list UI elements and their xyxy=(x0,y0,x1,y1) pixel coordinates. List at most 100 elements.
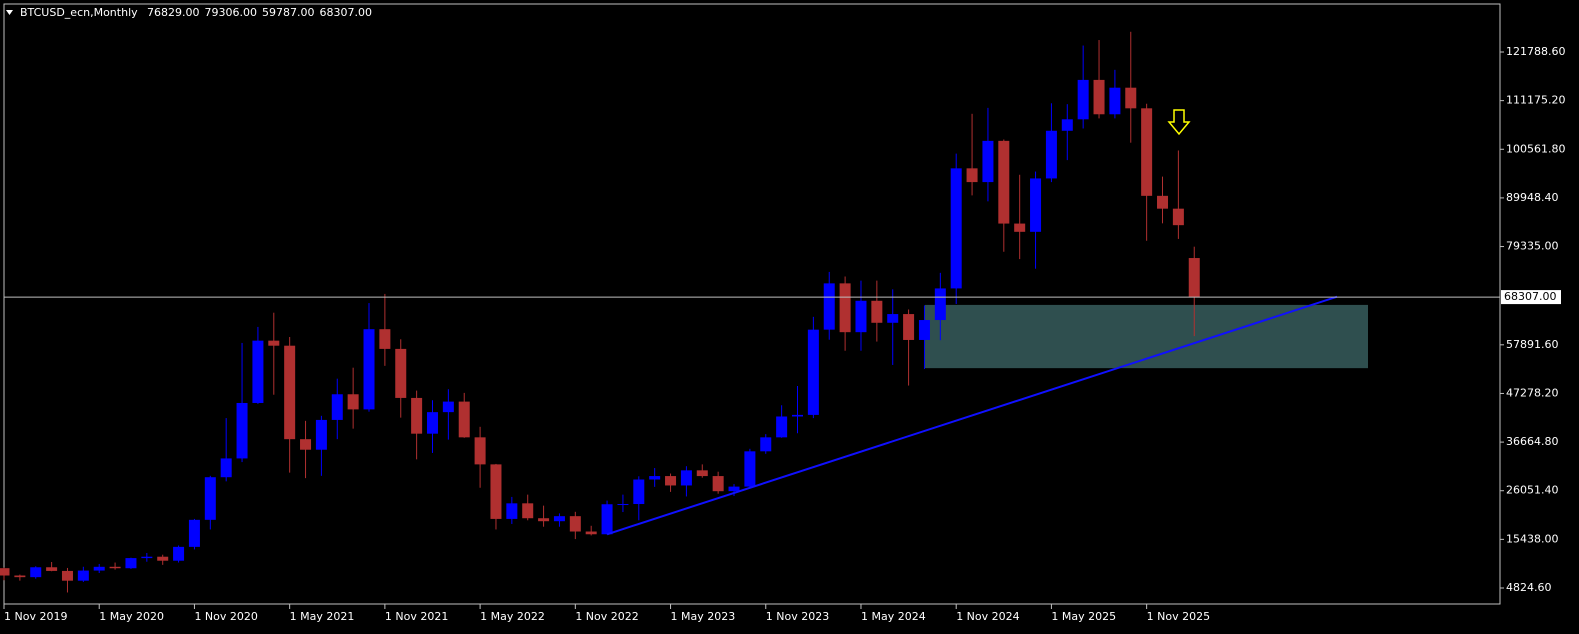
candle-body xyxy=(792,414,803,417)
x-tick-label: 1 May 2020 xyxy=(99,610,164,623)
x-tick-label: 1 May 2024 xyxy=(861,610,926,623)
price-label-box xyxy=(1501,290,1561,305)
candle-body xyxy=(474,437,486,465)
candle-body xyxy=(617,504,629,506)
x-tick-label: 1 May 2022 xyxy=(480,610,545,623)
x-tick-label: 1 Nov 2022 xyxy=(575,610,638,623)
price-label: 68307.00 xyxy=(1504,290,1557,303)
candle-body xyxy=(1077,79,1089,120)
candle-body xyxy=(966,168,978,183)
y-tick-label: 57891.60 xyxy=(1506,338,1559,351)
y-tick-label: 89948.40 xyxy=(1506,191,1559,204)
candle-body xyxy=(1172,208,1184,226)
candle-body xyxy=(538,518,550,522)
candle-body xyxy=(1061,119,1073,131)
ohlc-value: 68307.00 xyxy=(320,6,373,19)
y-tick-label: 47278.20 xyxy=(1506,386,1559,399)
candle-body xyxy=(109,566,121,569)
x-tick-label: 1 May 2021 xyxy=(290,610,355,623)
candle-body xyxy=(665,476,677,486)
candle-body xyxy=(1045,130,1057,179)
x-tick-label: 1 May 2025 xyxy=(1051,610,1116,623)
candle-body xyxy=(712,476,724,492)
candle-body xyxy=(220,458,232,478)
candle-body xyxy=(61,570,73,581)
down-arrow xyxy=(1167,109,1191,136)
candle-body xyxy=(934,288,946,321)
candle-body xyxy=(1093,79,1105,115)
candle-body xyxy=(490,464,502,519)
y-tick-label: 15438.00 xyxy=(1506,532,1559,545)
x-tick-label: 1 Nov 2024 xyxy=(956,610,1019,623)
candle-body xyxy=(284,345,296,440)
x-tick-label: 1 Nov 2025 xyxy=(1147,610,1210,623)
candle-body xyxy=(918,320,930,340)
candle-body xyxy=(887,314,899,323)
candle-body xyxy=(760,437,772,452)
candle-body xyxy=(0,568,10,576)
candle-body xyxy=(300,439,312,450)
candle-body xyxy=(522,503,534,519)
candle-body xyxy=(1109,87,1121,115)
support-zone xyxy=(925,304,1368,369)
candle-body xyxy=(157,556,169,561)
candle-body xyxy=(903,314,915,340)
candle-body xyxy=(315,419,327,450)
candle-body xyxy=(998,140,1010,224)
candle-body xyxy=(982,140,994,183)
y-tick-label: 121788.60 xyxy=(1506,45,1566,58)
candle-body xyxy=(950,168,962,289)
candle-body xyxy=(680,470,692,486)
candle-body xyxy=(379,329,391,349)
candle-body xyxy=(442,401,454,413)
candle-body xyxy=(823,283,835,330)
x-tick-label: 1 Nov 2020 xyxy=(194,610,257,623)
candle-body xyxy=(173,546,185,561)
candle-body xyxy=(585,531,597,535)
menu-icon xyxy=(6,10,13,15)
candle-body xyxy=(1030,178,1042,232)
candle-body xyxy=(839,283,851,333)
candle-body xyxy=(506,503,518,519)
candle-body xyxy=(14,575,26,578)
candle-body xyxy=(331,394,343,420)
candle-body xyxy=(268,340,280,346)
ohlc-value: 76829.00 xyxy=(147,6,200,19)
candle-body xyxy=(1188,258,1200,298)
y-tick-label: 36664.80 xyxy=(1506,435,1559,448)
candle-body xyxy=(204,477,216,520)
candle-body xyxy=(426,412,438,434)
candle-body xyxy=(30,567,42,578)
candle-body xyxy=(363,329,375,410)
candle-body xyxy=(871,300,883,323)
y-tick-label: 4824.60 xyxy=(1506,581,1552,594)
candle-body xyxy=(1157,195,1169,209)
candle-body xyxy=(395,348,407,398)
candle-body xyxy=(776,416,788,438)
candle-body xyxy=(855,300,867,333)
trendline xyxy=(606,295,1338,536)
candle-body xyxy=(744,451,756,487)
ohlc-value: 59787.00 xyxy=(262,6,315,19)
candle-body xyxy=(601,504,613,535)
candle-body xyxy=(252,340,264,403)
candle-body xyxy=(141,556,153,559)
candle-body xyxy=(411,397,423,434)
candle-body xyxy=(236,402,248,459)
candle-body xyxy=(77,570,89,581)
candle-body xyxy=(46,567,58,571)
candle-body xyxy=(188,519,200,547)
candle-body xyxy=(807,329,819,415)
candle-body xyxy=(1014,223,1026,232)
candle-body xyxy=(1141,108,1153,196)
chart-title: BTCUSD_ecn,Monthly xyxy=(20,6,138,19)
y-tick-label: 100561.80 xyxy=(1506,142,1566,155)
x-tick-label: 1 Nov 2019 xyxy=(4,610,67,623)
candle-body xyxy=(553,516,565,522)
candle-body xyxy=(633,479,645,505)
y-tick-label: 111175.20 xyxy=(1506,94,1566,107)
candle-body xyxy=(125,558,137,569)
x-tick-label: 1 Nov 2021 xyxy=(385,610,448,623)
candle-body xyxy=(347,394,359,410)
